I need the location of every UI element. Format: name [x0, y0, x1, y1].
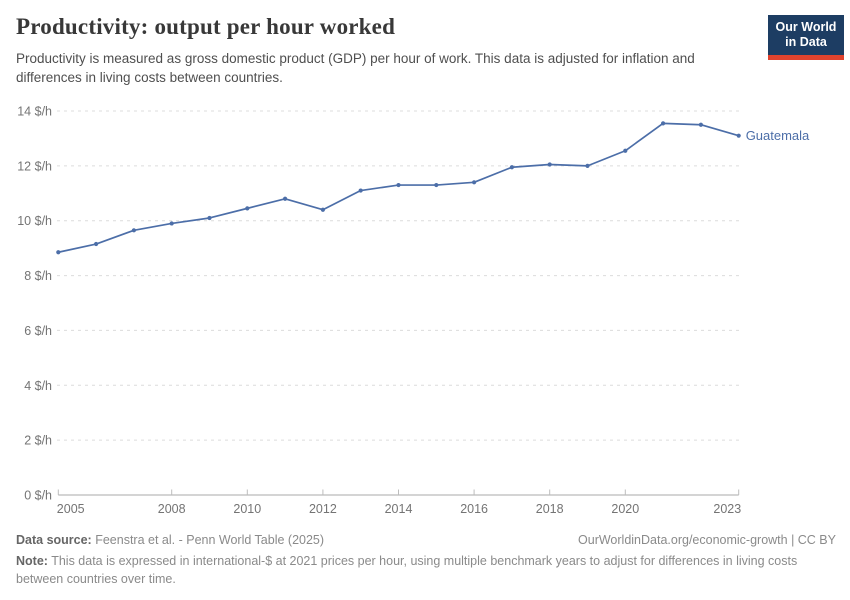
data-point	[56, 250, 61, 255]
x-tick-label: 2023	[713, 502, 741, 516]
data-source: Data source: Feenstra et al. - Penn Worl…	[16, 531, 324, 549]
data-point	[585, 163, 590, 168]
data-point	[283, 196, 288, 201]
data-line-guatemala	[57, 122, 740, 254]
data-point	[320, 207, 325, 212]
data-point	[623, 148, 628, 153]
data-point	[698, 122, 704, 127]
chart-header: Productivity: output per hour worked Pro…	[16, 14, 834, 87]
y-tick-label: 14 $/h	[17, 105, 52, 119]
x-tick-label: 2014	[385, 502, 413, 516]
data-point	[358, 188, 363, 193]
data-source-text: Feenstra et al. - Penn World Table (2025…	[95, 533, 325, 547]
data-point	[547, 162, 552, 167]
chart-note: Note: This data is expressed in internat…	[16, 552, 836, 588]
page-title: Productivity: output per hour worked	[16, 14, 396, 39]
x-tick-label: 2005	[57, 502, 85, 516]
y-tick-label: 6 $/h	[24, 324, 52, 338]
x-tick-label: 2008	[158, 502, 186, 516]
owid-logo: Our World in Data	[768, 15, 844, 60]
x-tick-label: 2016	[460, 502, 488, 516]
data-point	[245, 206, 250, 211]
y-tick-label: 0 $/h	[24, 489, 52, 503]
owid-logo-text-line1: Our World	[775, 20, 837, 34]
y-tick-label: 12 $/h	[17, 159, 52, 173]
data-point	[661, 121, 666, 126]
data-point	[472, 180, 477, 185]
note-text: This data is expressed in international-…	[16, 554, 798, 587]
y-tick-label: 8 $/h	[24, 269, 52, 283]
productivity-line-chart[interactable]: 0 $/h 2 $/h 4 $/h 6 $/h 8 $/h 10 $/h 12 $/h 14 …	[0, 100, 850, 520]
x-tick-label: 2018	[536, 502, 564, 516]
data-point	[169, 221, 174, 226]
x-tick-label: 2012	[309, 502, 337, 516]
owid-link: OurWorldinData.org/economic-growth | CC …	[578, 533, 836, 547]
y-tick-label: 4 $/h	[24, 379, 52, 393]
data-point	[736, 133, 741, 138]
data-source-label: Data source:	[16, 533, 92, 547]
entity-label: Guatemala	[746, 128, 810, 143]
note-label: Note:	[16, 554, 48, 569]
data-point	[94, 241, 99, 247]
data-point	[434, 182, 439, 188]
chart-footer: Data source: Feenstra et al. - Penn Worl…	[16, 531, 836, 588]
chart-subtitle: Productivity is measured as gross domest…	[16, 51, 695, 86]
y-tick-label: 10 $/h	[17, 214, 52, 228]
data-point	[131, 228, 136, 233]
data-point	[207, 215, 212, 221]
chart-area: 0 $/h 2 $/h 4 $/h 6 $/h 8 $/h 10 $/h 12 $/h 14 …	[0, 100, 850, 520]
data-point	[396, 182, 401, 188]
x-tick-label: 2010	[233, 502, 261, 516]
data-point	[509, 165, 514, 170]
y-tick-label: 2 $/h	[24, 434, 52, 448]
owid-logo-text-line2: in Data	[785, 35, 827, 50]
x-tick-label: 2020	[611, 502, 639, 516]
